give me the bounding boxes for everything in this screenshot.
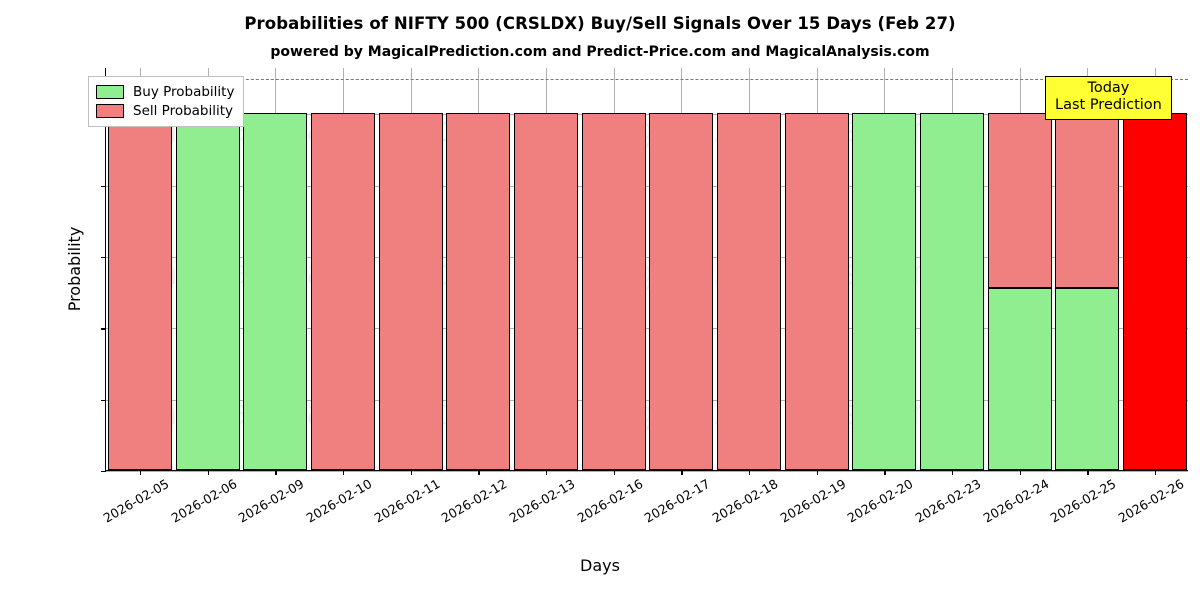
bar-segment-sell[interactable] (717, 113, 781, 470)
x-tick-label: 2026-02-11 (371, 476, 443, 526)
bar-segment-sell[interactable] (446, 113, 511, 470)
x-tick-label: 2026-02-20 (845, 476, 916, 526)
legend-swatch-sell-icon (96, 103, 124, 118)
y-tick-mark (101, 257, 106, 259)
bar-segment-sell[interactable] (987, 113, 1052, 289)
y-gridline (106, 257, 1188, 259)
legend-item-sell[interactable]: Sell Probability (96, 101, 234, 120)
x-tick-mark (545, 470, 548, 475)
bar-group[interactable] (581, 67, 646, 470)
x-tick-mark (1087, 470, 1089, 475)
bar-group[interactable] (1123, 67, 1188, 470)
bar-group[interactable] (513, 67, 578, 470)
y-tick-mark (101, 399, 106, 401)
x-tick-mark (952, 470, 954, 475)
bar-group[interactable] (920, 67, 985, 470)
chart-legend: Buy Probability Sell Probability (88, 76, 245, 127)
bar-group[interactable] (107, 67, 172, 470)
x-tick-label: 2026-02-19 (777, 476, 849, 526)
bar-group[interactable] (446, 67, 511, 470)
y-gridline (106, 114, 1188, 116)
bar-segment-sell[interactable] (378, 113, 443, 470)
bar-group[interactable] (243, 67, 308, 470)
x-tick-label: 2026-02-17 (641, 476, 713, 526)
bar-group[interactable] (717, 67, 781, 470)
x-tick-label: 2026-02-06 (168, 476, 240, 526)
bar-segment-sell[interactable] (649, 113, 714, 470)
x-tick-label: 2026-02-26 (1115, 476, 1187, 526)
bar-segment-buy[interactable] (1055, 288, 1120, 470)
x-tick-label: 2026-02-16 (574, 476, 646, 526)
bar-segment-buy[interactable] (987, 288, 1052, 470)
x-tick-label: 2026-02-12 (438, 476, 510, 526)
x-tick-mark (816, 470, 819, 475)
bar-segment-buy[interactable] (243, 113, 308, 470)
bar-group[interactable] (378, 67, 443, 470)
bar-segment-sell[interactable] (513, 113, 578, 470)
x-tick-mark (342, 470, 345, 475)
bar-group[interactable] (649, 67, 714, 470)
x-tick-mark (1019, 470, 1022, 475)
today-annotation-line2: Last Prediction (1055, 97, 1162, 114)
x-tick-mark (613, 470, 615, 475)
y-tick-mark (101, 328, 106, 330)
page-title: Probabilities of NIFTY 500 (CRSLDX) Buy/… (244, 14, 956, 33)
legend-item-buy[interactable]: Buy Probability (96, 82, 234, 101)
today-annotation-line1: Today (1087, 80, 1130, 96)
bar-segment-buy[interactable] (852, 113, 917, 470)
bar-group[interactable] (1055, 67, 1120, 470)
plot-inner: MagicalAnalysis.com MagicalAnalysis.com Ma… (106, 67, 1188, 472)
x-tick-mark (884, 470, 886, 475)
x-tick-mark (749, 470, 751, 475)
bar-segment-sell[interactable] (581, 113, 646, 470)
x-tick-mark (275, 470, 277, 475)
x-tick-mark (207, 470, 209, 475)
x-tick-label: 2026-02-24 (980, 476, 1052, 526)
x-tick-mark (478, 470, 480, 475)
y-gridline (106, 471, 1188, 472)
x-axis-label: Days (580, 556, 620, 575)
legend-swatch-buy-icon (96, 84, 124, 99)
bar-segment-sell[interactable] (1055, 113, 1120, 289)
bar-group[interactable] (852, 67, 917, 470)
y-gridline (106, 328, 1188, 330)
x-tick-mark (681, 470, 683, 475)
bar-segment-buy[interactable] (920, 113, 985, 470)
y-gridline (106, 185, 1188, 187)
bar-group[interactable] (310, 67, 375, 470)
bar-segment-sell[interactable] (784, 113, 849, 470)
chart-subtitle: powered by MagicalPrediction.com and Pre… (270, 44, 930, 60)
bar-segment-sell[interactable] (310, 113, 375, 470)
x-tick-mark (1155, 470, 1157, 475)
y-tick-mark (101, 471, 106, 473)
bar-group[interactable] (987, 67, 1052, 470)
x-tick-label: 2026-02-10 (303, 476, 375, 526)
legend-label-sell: Sell Probability (133, 102, 234, 119)
bar-segment-today[interactable] (1123, 113, 1188, 470)
y-gridline (106, 399, 1188, 401)
plot-area: MagicalAnalysis.com MagicalAnalysis.com Ma… (65, 67, 1188, 526)
x-tick-mark (410, 470, 412, 475)
bar-segment-sell[interactable] (107, 113, 172, 470)
x-tick-label: 2026-02-23 (912, 476, 984, 526)
x-tick-mark (139, 470, 142, 475)
bar-group[interactable] (784, 67, 849, 470)
legend-label-buy: Buy Probability (133, 83, 235, 100)
x-tick-label: 2026-02-13 (506, 476, 578, 526)
today-annotation: Today Last Prediction (1045, 76, 1172, 121)
x-tick-label: 2026-02-18 (709, 476, 781, 526)
y-tick-mark (101, 185, 106, 187)
x-tick-label: 2026-02-05 (100, 476, 172, 526)
x-tick-label: 2026-02-25 (1048, 476, 1119, 526)
threshold-dashed-line (106, 78, 1188, 80)
y-axis-label: Probability (64, 226, 84, 312)
bar-segment-buy[interactable] (175, 113, 240, 470)
x-tick-label: 2026-02-09 (235, 476, 307, 526)
bar-group[interactable] (175, 67, 240, 470)
